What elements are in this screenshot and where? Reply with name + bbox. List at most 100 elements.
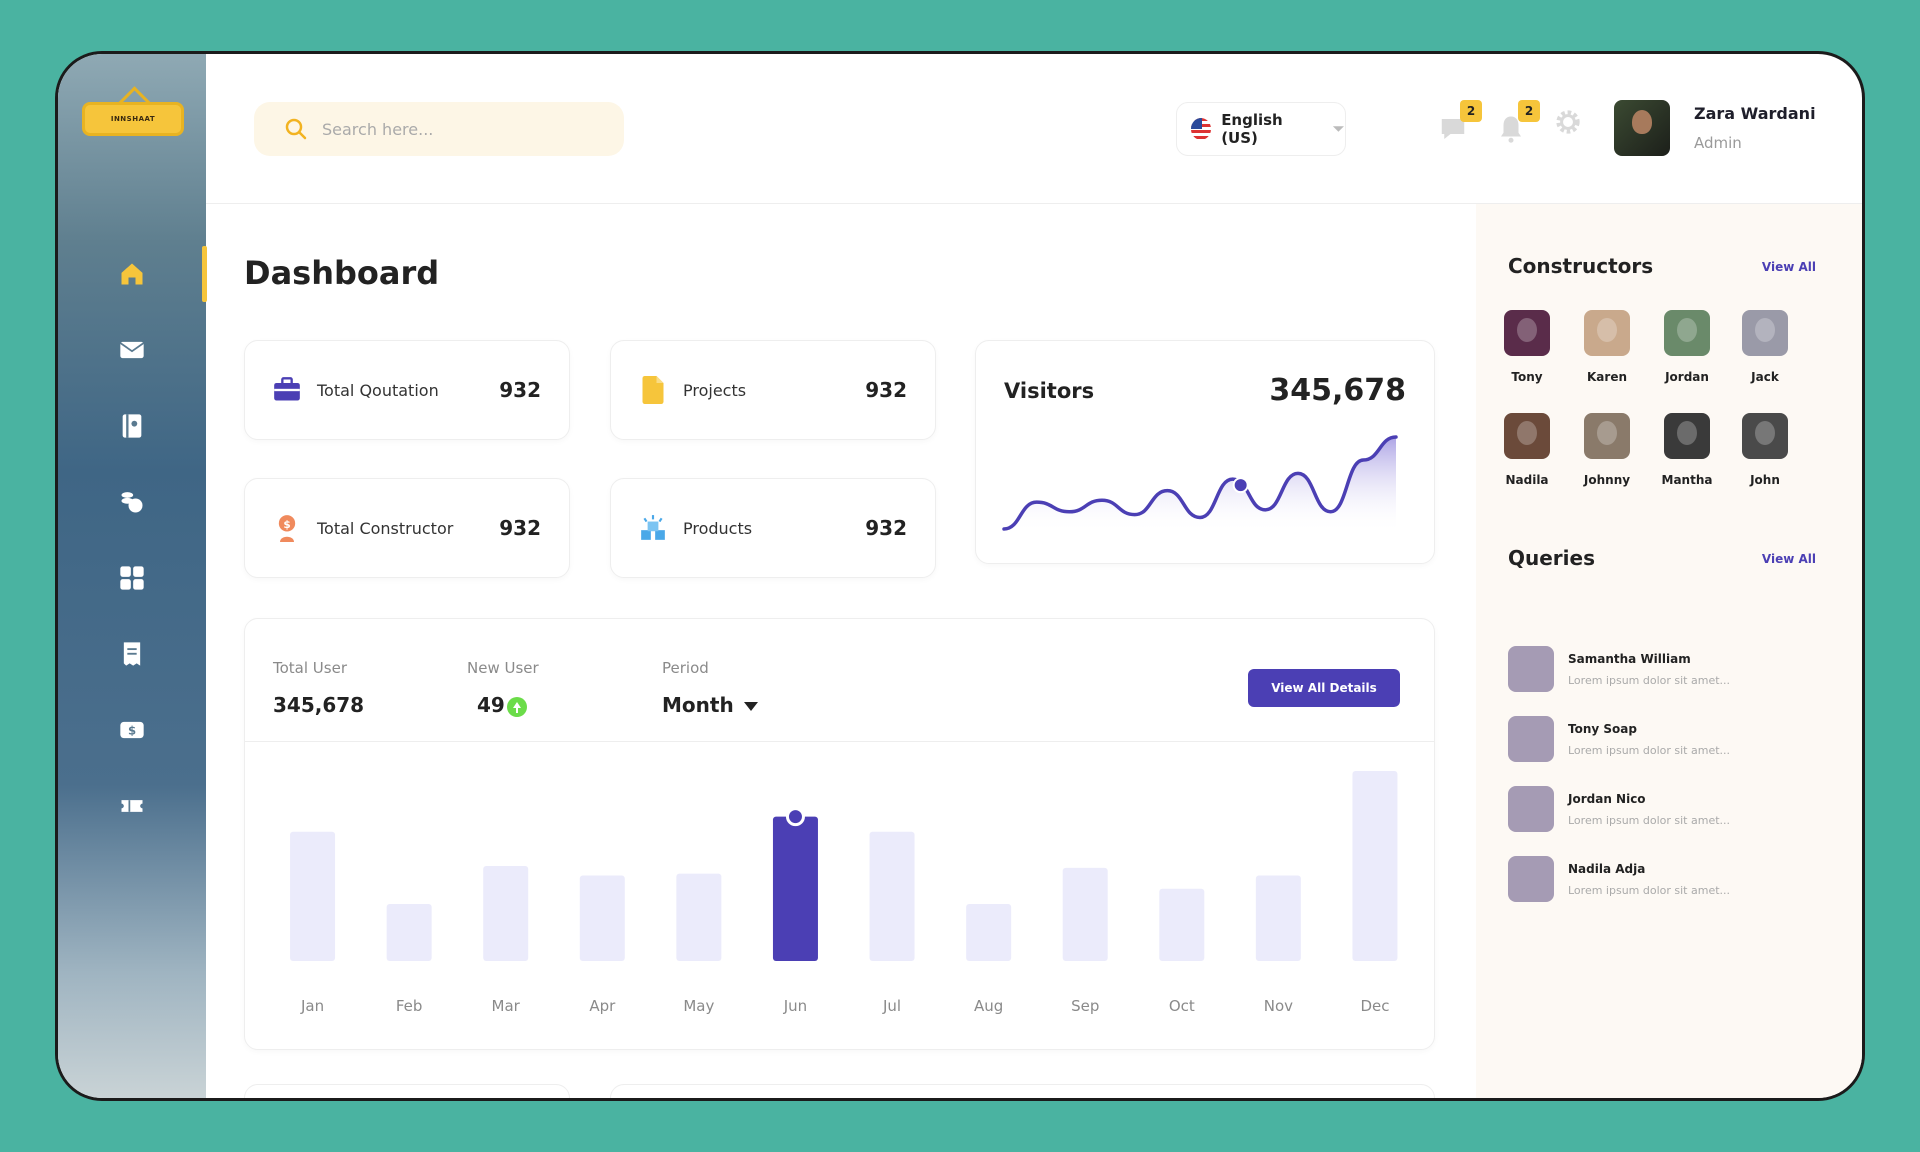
contacts-book-icon — [122, 414, 142, 438]
divider — [245, 741, 1434, 742]
query-avatar — [1508, 856, 1554, 902]
period-dropdown[interactable]: Month — [662, 693, 758, 717]
bar-apr[interactable] — [579, 875, 625, 962]
view-all-details-button[interactable]: View All Details — [1248, 669, 1400, 707]
constructor-item[interactable]: Mantha — [1656, 413, 1718, 487]
query-item[interactable]: Jordan Nico Lorem ipsum dolor sit amet... — [1508, 786, 1838, 832]
queries-view-all-link[interactable]: View All — [1761, 552, 1816, 566]
nav-finance[interactable] — [116, 486, 148, 518]
stat-card-constructor[interactable]: $ Total Constructor 932 — [244, 478, 570, 578]
user-name[interactable]: Zara Wardani — [1694, 104, 1816, 123]
bar-feb[interactable] — [386, 904, 432, 961]
visitors-card[interactable]: Visitors 345,678 — [975, 340, 1435, 564]
query-text: Lorem ipsum dolor sit amet... — [1568, 674, 1731, 687]
visitors-highlight-point[interactable] — [1232, 477, 1249, 494]
x-tick-label: Apr — [589, 997, 616, 1015]
x-tick-label: Aug — [974, 997, 1003, 1015]
constructor-avatar — [1742, 310, 1788, 356]
constructor-name: Jordan — [1665, 370, 1709, 384]
gear-icon — [1556, 110, 1580, 134]
query-name: Nadila Adja — [1568, 862, 1646, 876]
user-avatar[interactable] — [1614, 100, 1670, 156]
svg-text:$: $ — [128, 724, 136, 738]
bar-may[interactable] — [676, 873, 722, 961]
constructor-item[interactable]: Johnny — [1576, 413, 1638, 487]
x-tick-label: Mar — [492, 997, 521, 1015]
stat-label: Total Qoutation — [317, 380, 439, 400]
constructor-item[interactable]: Nadila — [1496, 413, 1558, 487]
grid-icon — [120, 566, 144, 590]
arrow-up-icon — [506, 696, 527, 717]
constructor-avatar — [1664, 310, 1710, 356]
bar-oct[interactable] — [1159, 888, 1205, 961]
constructors-view-all-link[interactable]: View All — [1761, 260, 1816, 274]
bar-aug[interactable] — [966, 904, 1012, 961]
query-text: Lorem ipsum dolor sit amet... — [1568, 814, 1731, 827]
query-avatar — [1508, 786, 1554, 832]
nav-contacts[interactable] — [116, 410, 148, 442]
bar-dec[interactable] — [1352, 771, 1398, 961]
x-tick-label: Dec — [1360, 997, 1389, 1015]
constructor-avatar — [1584, 413, 1630, 459]
messages-badge: 2 — [1460, 100, 1482, 122]
bar-sep[interactable] — [1062, 867, 1108, 961]
stat-value: 932 — [499, 378, 541, 402]
visitors-line — [1002, 435, 1398, 531]
visitors-area-chart — [1002, 435, 1398, 533]
settings-button[interactable] — [1554, 108, 1594, 148]
stat-card-projects[interactable]: Projects 932 — [610, 340, 936, 440]
query-name: Tony Soap — [1568, 722, 1637, 736]
brand-logo[interactable]: INNSHAAT — [82, 102, 184, 136]
query-text: Lorem ipsum dolor sit amet... — [1568, 884, 1731, 897]
stat-card-quotation[interactable]: Total Qoutation 932 — [244, 340, 570, 440]
bar-jun[interactable] — [772, 816, 818, 961]
bell-icon — [1501, 116, 1521, 143]
period-label: Period — [662, 659, 709, 677]
search-bar[interactable] — [254, 102, 624, 156]
query-text: Lorem ipsum dolor sit amet... — [1568, 744, 1731, 757]
x-tick-label: Jun — [783, 997, 807, 1015]
constructor-item[interactable]: Jordan — [1656, 310, 1718, 384]
visitors-value: 345,678 — [1269, 373, 1406, 408]
bar-jan[interactable] — [290, 831, 336, 961]
stat-value: 932 — [499, 516, 541, 540]
receipt-icon — [123, 642, 141, 666]
sidebar: INNSHAAT $ — [58, 54, 206, 1098]
nav-tickets[interactable] — [116, 790, 148, 822]
constructor-item[interactable]: Jack — [1734, 310, 1796, 384]
query-item[interactable]: Nadila Adja Lorem ipsum dolor sit amet... — [1508, 856, 1838, 902]
notifications-button[interactable]: 2 — [1496, 100, 1540, 148]
chevron-down-icon — [1333, 126, 1345, 132]
nav-payments[interactable]: $ — [116, 714, 148, 746]
dollar-bill-icon: $ — [120, 721, 144, 739]
constructor-name: John — [1750, 473, 1780, 487]
messages-button[interactable]: 2 — [1438, 100, 1482, 148]
x-tick-label: Jan — [300, 997, 324, 1015]
visitors-title: Visitors — [1004, 379, 1095, 403]
constructor-name: Nadila — [1505, 473, 1549, 487]
total-user-value: 345,678 — [273, 693, 365, 717]
home-icon — [121, 263, 143, 285]
constructor-item[interactable]: John — [1734, 413, 1796, 487]
bar-highlight-point — [785, 807, 805, 827]
constructor-avatar — [1584, 310, 1630, 356]
x-tick-label: Oct — [1169, 997, 1195, 1015]
constructor-item[interactable]: Karen — [1576, 310, 1638, 384]
nav-mail[interactable] — [116, 334, 148, 366]
query-item[interactable]: Tony Soap Lorem ipsum dolor sit amet... — [1508, 716, 1838, 762]
bar-mar[interactable] — [483, 866, 529, 961]
bar-nov[interactable] — [1255, 875, 1301, 962]
nav-home[interactable] — [116, 258, 148, 290]
constructor-item[interactable]: Tony — [1496, 310, 1558, 384]
products-icon — [639, 514, 667, 542]
bar-jul[interactable] — [869, 831, 915, 961]
notifications-badge: 2 — [1518, 100, 1540, 122]
top-header: English (US) 2 2 Zara Wardani Admin — [206, 54, 1862, 204]
query-item[interactable]: Samantha William Lorem ipsum dolor sit am… — [1508, 646, 1838, 692]
language-selector[interactable]: English (US) — [1176, 102, 1346, 156]
x-tick-label: Sep — [1071, 997, 1099, 1015]
search-input[interactable] — [322, 119, 582, 139]
nav-receipts[interactable] — [116, 638, 148, 670]
stat-card-products[interactable]: Products 932 — [610, 478, 936, 578]
nav-apps[interactable] — [116, 562, 148, 594]
